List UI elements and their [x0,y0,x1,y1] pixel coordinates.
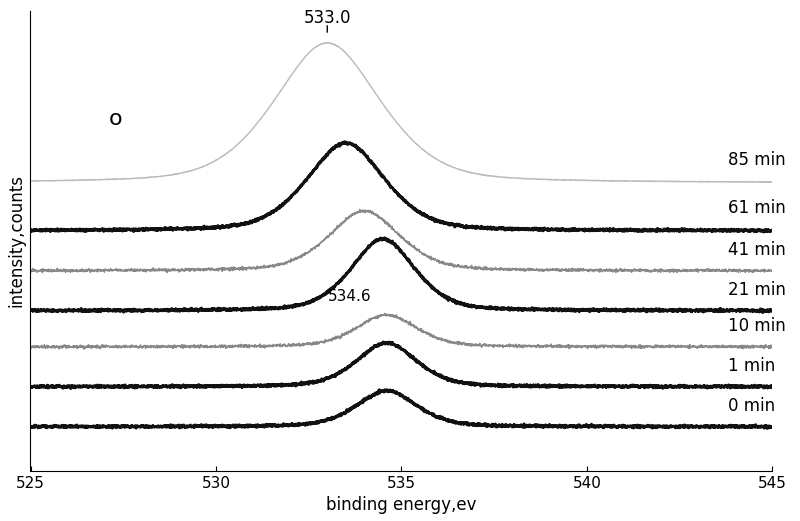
X-axis label: binding energy,ev: binding energy,ev [326,496,477,514]
Text: 1 min: 1 min [728,357,775,375]
Text: 10 min: 10 min [728,317,786,335]
Text: 0 min: 0 min [728,396,775,415]
Text: 85 min: 85 min [728,151,786,169]
Text: 61 min: 61 min [728,199,786,217]
Text: 41 min: 41 min [728,241,786,259]
Text: 534.6: 534.6 [328,289,372,304]
Text: 533.0: 533.0 [303,9,351,27]
Y-axis label: intensity,counts: intensity,counts [7,175,25,307]
Text: 21 min: 21 min [728,281,786,299]
Text: o: o [109,109,122,129]
